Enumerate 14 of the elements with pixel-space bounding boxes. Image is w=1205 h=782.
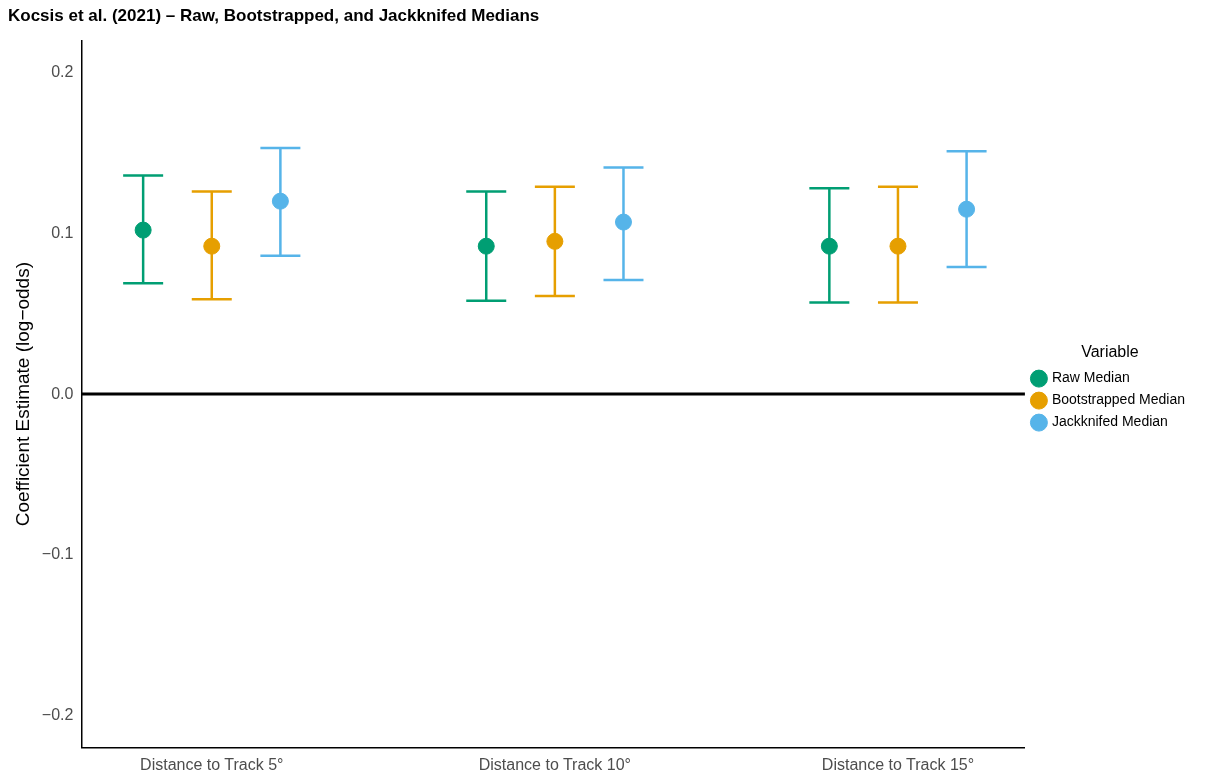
x-tick-label: Distance to Track 5° [140, 755, 284, 773]
y-tick-label: 0.0 [51, 384, 74, 402]
y-tick-label: −0.2 [41, 706, 74, 724]
legend-label: Raw Median [1051, 369, 1130, 386]
y-tick-label: 0.1 [51, 223, 74, 241]
x-tick-label: Distance to Track 15° [821, 755, 975, 773]
y-axis-title: Coefficient Estimate (log−odds) [11, 262, 33, 527]
legend-label: Jackknifed Median [1051, 413, 1168, 430]
legend-title: Variable [1081, 342, 1139, 360]
legend-label: Bootstrapped Median [1051, 391, 1185, 408]
x-tick-label: Distance to Track 10° [478, 755, 631, 773]
chart-title: Kocsis et al. (2021) – Raw, Bootstrapped, and Jackknifed Medians [8, 5, 540, 25]
y-tick-label: 0.2 [51, 62, 74, 80]
y-tick-label: −0.1 [41, 545, 74, 563]
